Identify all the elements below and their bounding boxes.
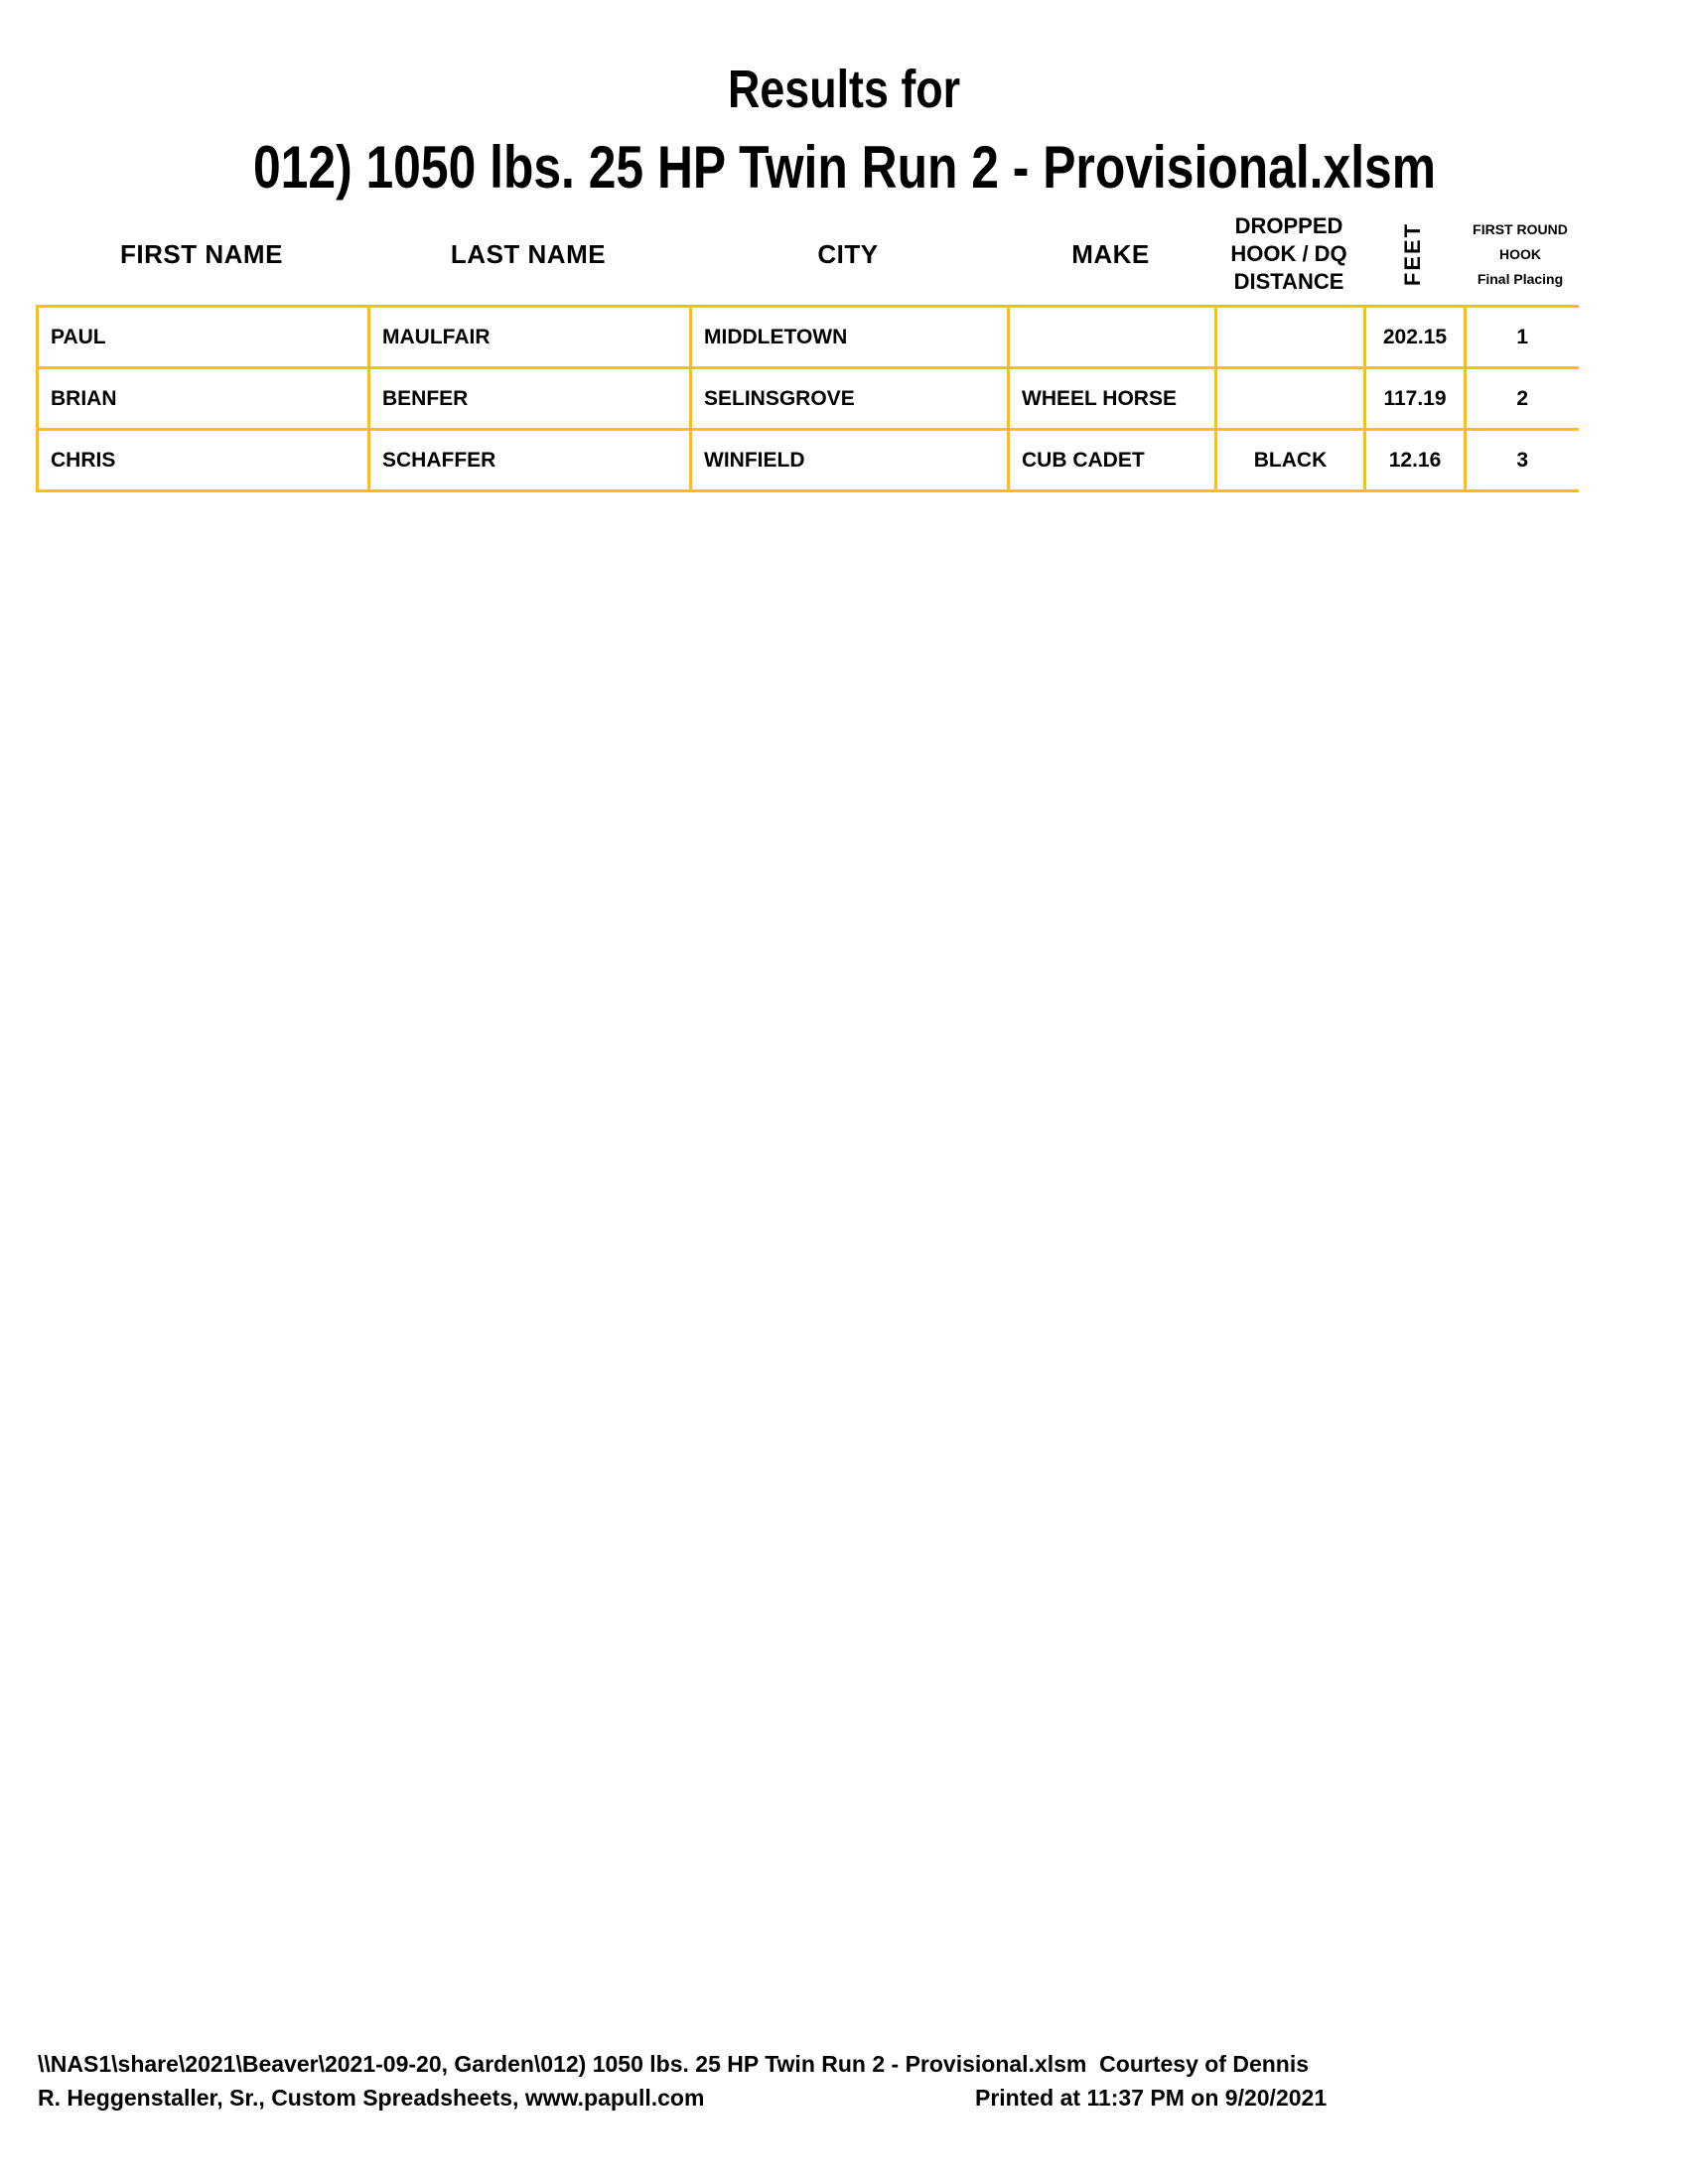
column-header-row: FIRST NAME LAST NAME CITY MAKE DROPPED H… — [36, 204, 1577, 305]
table-row: BRIAN BENFER SELINSGROVE WHEEL HORSE 117… — [36, 366, 1579, 431]
footer-printed-timestamp: Printed at 11:37 PM on 9/20/2021 — [975, 2085, 1328, 2111]
cell-dropped: BLACK — [1214, 428, 1366, 492]
footer-file-path: \\NAS1\share\2021\Beaver\2021-09-20, Gar… — [38, 2051, 1310, 2077]
column-header-dropped-line1: DROPPED — [1234, 213, 1343, 238]
cell-make: CUB CADET — [1007, 428, 1217, 492]
cell-last-name: SCHAFFER — [367, 428, 692, 492]
page-title-text: Results for — [727, 60, 961, 119]
column-header-dropped-hook: DROPPED HOOK / DQ DISTANCE — [1214, 204, 1363, 305]
column-header-first-name: FIRST NAME — [120, 238, 283, 269]
cell-dropped — [1214, 305, 1366, 369]
cell-placing: 1 — [1464, 305, 1579, 369]
page-title: Results for — [0, 62, 1688, 117]
cell-city: SELINSGROVE — [689, 366, 1010, 431]
column-header-feet: FEET — [1363, 204, 1464, 305]
column-header-placing-line3: Final Placing — [1477, 270, 1564, 287]
cell-city: MIDDLETOWN — [689, 305, 1010, 369]
cell-make: WHEEL HORSE — [1007, 366, 1217, 431]
cell-feet: 117.19 — [1363, 366, 1467, 431]
footer-credit: R. Heggenstaller, Sr., Custom Spreadshee… — [38, 2085, 705, 2111]
cell-make — [1007, 305, 1217, 369]
column-header-make: MAKE — [1071, 238, 1150, 269]
cell-placing: 3 — [1464, 428, 1579, 492]
cell-placing: 2 — [1464, 366, 1579, 431]
cell-feet: 202.15 — [1363, 305, 1467, 369]
column-header-dropped-line3: DISTANCE — [1233, 269, 1344, 294]
cell-feet: 12.16 — [1363, 428, 1467, 492]
table-row: PAUL MAULFAIR MIDDLETOWN 202.15 1 — [36, 305, 1579, 369]
column-header-final-placing: FIRST ROUND HOOK Final Placing — [1464, 204, 1577, 305]
cell-first-name: CHRIS — [36, 428, 370, 492]
column-header-placing-line2: HOOK — [1499, 245, 1541, 262]
results-table: PAUL MAULFAIR MIDDLETOWN 202.15 1 BRIAN … — [36, 305, 1579, 492]
page-subtitle-text: 012) 1050 lbs. 25 HP Twin Run 2 - Provis… — [252, 134, 1436, 201]
column-header-placing-line1: FIRST ROUND — [1473, 220, 1568, 237]
cell-first-name: PAUL — [36, 305, 370, 369]
column-header-last-name: LAST NAME — [450, 238, 607, 269]
cell-city: WINFIELD — [689, 428, 1010, 492]
page-subtitle: 012) 1050 lbs. 25 HP Twin Run 2 - Provis… — [0, 137, 1688, 199]
column-header-feet-rotated-text: FEET — [1400, 221, 1426, 287]
cell-last-name: MAULFAIR — [367, 305, 692, 369]
cell-last-name: BENFER — [367, 366, 692, 431]
cell-first-name: BRIAN — [36, 366, 370, 431]
cell-dropped — [1214, 366, 1366, 431]
column-header-city: CITY — [817, 238, 879, 269]
table-row: CHRIS SCHAFFER WINFIELD CUB CADET BLACK … — [36, 428, 1579, 492]
column-header-dropped-line2: HOOK / DQ — [1230, 241, 1347, 266]
